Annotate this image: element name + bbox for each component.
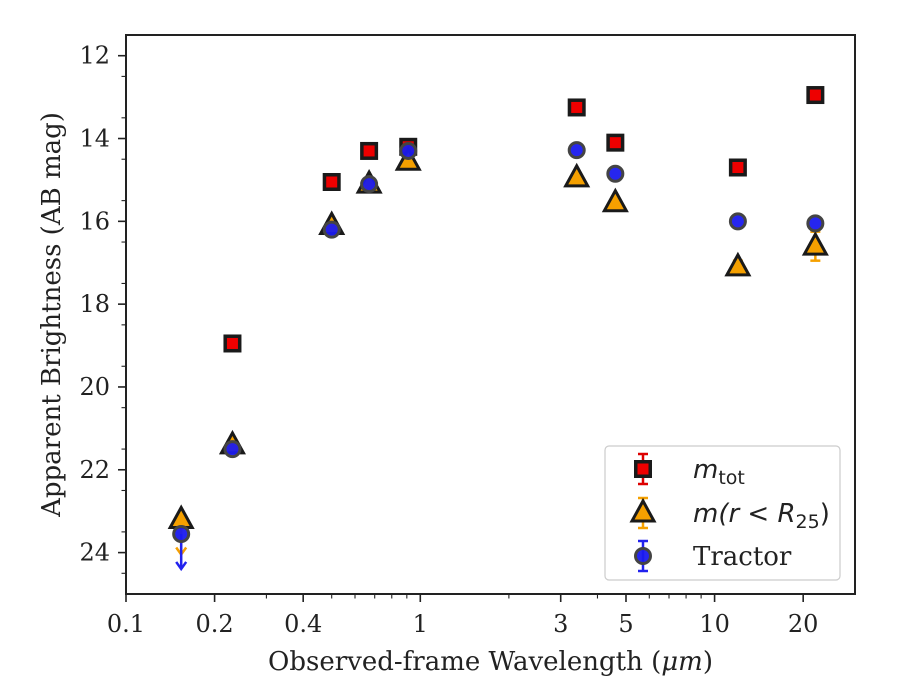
m-tot-point: [223, 334, 242, 353]
m-tot-point: [606, 133, 625, 152]
data-marks: [167, 86, 829, 572]
legend-markers: [629, 452, 657, 573]
x-tick-label: 3: [553, 610, 568, 638]
y-axis-label: Apparent Brightness (AB mag): [37, 112, 67, 518]
legend-marker-symbol: [634, 460, 652, 478]
m-r25-point: [801, 231, 829, 256]
legend-label-m-tot: mtot: [693, 455, 745, 489]
tractor-point: [399, 141, 418, 160]
square-marker-fill: [732, 162, 744, 174]
square-marker-fill: [363, 145, 375, 157]
m-r25-point: [601, 187, 629, 213]
legend-marker-symbol: [634, 547, 652, 565]
square-marker-fill: [326, 176, 338, 188]
plot-frame: [125, 34, 856, 595]
x-tick-label: 0.4: [284, 610, 322, 638]
x-tick-label: 0.2: [196, 610, 234, 638]
square-marker-fill: [571, 101, 583, 113]
axis-ticks: 0.1 0.2 0.4 1 3 5 10 20 12 14 16 18 20 22 24: [79, 42, 818, 638]
legend: mtot m(r < R25) Tractor: [604, 445, 841, 581]
y-tick-label: 14: [79, 125, 110, 153]
legend-marker-symbol: [629, 497, 657, 523]
x-tick-label: 10: [699, 610, 730, 638]
legend-label-tractor: Tractor: [693, 542, 792, 572]
tractor-point: [567, 141, 586, 160]
y-tick-label: 22: [79, 456, 110, 484]
m-tot-point: [728, 158, 747, 177]
square-marker-fill: [637, 463, 649, 475]
y-tick-label: 24: [79, 539, 110, 567]
tractor-point: [360, 175, 379, 194]
upper-limit-head: [175, 561, 188, 572]
m-tot-point: [360, 141, 379, 160]
m-tot-point: [806, 86, 825, 105]
m-r25-point: [724, 251, 752, 277]
legend-marker-m_r25: [629, 496, 657, 530]
tractor-point: [606, 164, 625, 183]
legend-box: [604, 445, 841, 581]
square-marker-fill: [809, 89, 821, 101]
y-tick-label: 16: [79, 207, 110, 235]
y-tick-label: 20: [79, 373, 110, 401]
x-tick-label: 5: [618, 610, 633, 638]
y-tick-label: 18: [79, 290, 110, 318]
x-axis-label: Observed-frame Wavelength (μm): [268, 647, 713, 677]
square-marker-fill: [226, 337, 238, 349]
m-r25-point: [167, 504, 195, 529]
y-tick-label: 12: [79, 42, 110, 70]
legend-marker-tractor: [634, 539, 652, 573]
tractor-point: [728, 212, 747, 231]
legend-marker-m_tot: [634, 452, 652, 486]
m-tot-point: [322, 172, 341, 191]
x-tick-label: 1: [413, 610, 428, 638]
x-tick-label: 20: [788, 610, 819, 638]
tractor-point: [223, 440, 242, 459]
x-tick-label: 0.1: [107, 610, 145, 638]
square-marker-fill: [609, 137, 621, 149]
legend-label-m-r25: m(r < R25): [693, 499, 830, 533]
tractor-point: [322, 220, 341, 239]
m-tot-point: [567, 98, 586, 117]
m-r25-point: [563, 162, 591, 188]
tractor-point: [172, 524, 191, 543]
tractor-point: [806, 214, 825, 233]
